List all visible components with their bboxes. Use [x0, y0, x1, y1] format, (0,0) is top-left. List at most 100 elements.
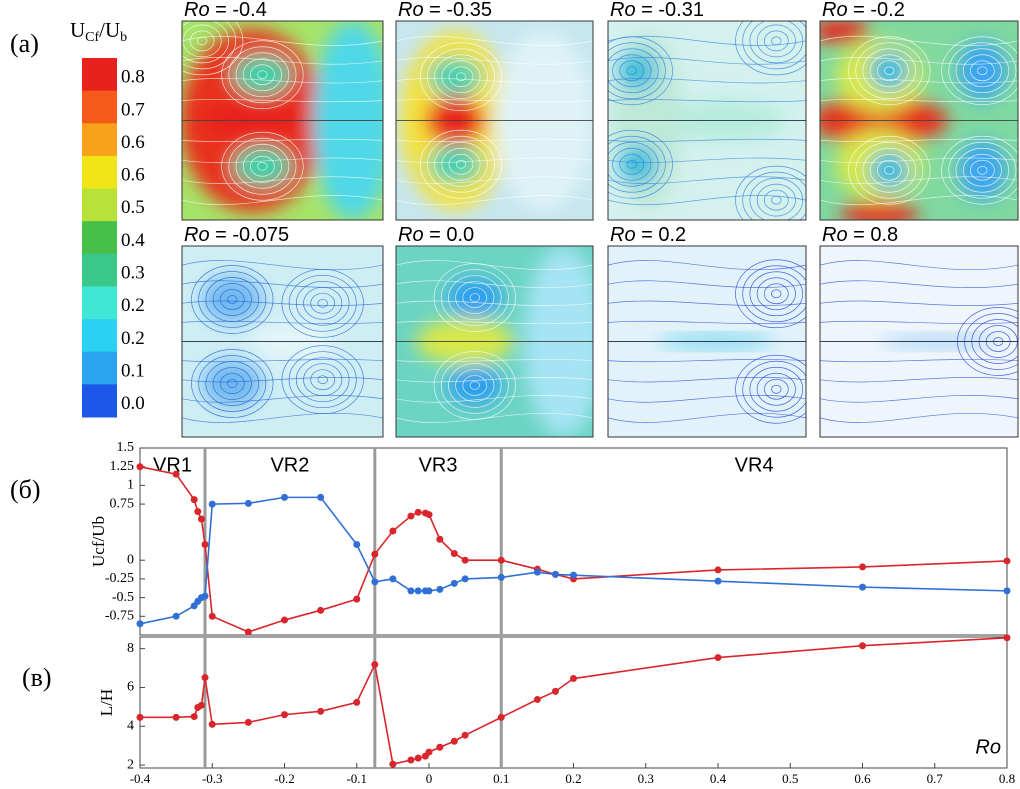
vortex-line — [427, 135, 495, 193]
vortex-line — [448, 363, 502, 408]
ro-value: = 0.2 — [636, 224, 687, 246]
x-tick-label: 0.1 — [493, 771, 509, 786]
data-point — [281, 711, 288, 719]
ro-symbol: Ro — [822, 0, 848, 21]
data-point — [1003, 634, 1011, 642]
vortex-line — [317, 298, 328, 308]
colorbar-title: UCf/Ub — [70, 18, 127, 45]
streamline — [820, 195, 1018, 206]
vortex-line — [970, 60, 995, 82]
vortex-line — [205, 277, 260, 322]
flow-blob — [447, 278, 503, 317]
streamline — [396, 320, 593, 324]
colorbar-tick-label: 0.3 — [121, 262, 145, 283]
vortex-line — [434, 141, 488, 187]
vortex-line — [212, 283, 252, 316]
data-point — [389, 575, 397, 583]
y-tick-label: 2 — [127, 757, 134, 772]
data-point — [136, 463, 144, 471]
panel-title: Ro = 0.0 — [398, 224, 474, 246]
vortex-line — [182, 24, 222, 58]
data-point — [1003, 557, 1011, 565]
streamline — [820, 138, 1018, 142]
data-point — [859, 563, 866, 571]
streamline — [396, 394, 593, 403]
vortex-line — [608, 129, 673, 199]
vortex-line — [771, 289, 782, 299]
data-point — [281, 616, 288, 624]
panel-title: Ro = -0.2 — [822, 0, 905, 21]
colorbar-tick-label: 0.2 — [121, 295, 145, 316]
streamline — [182, 377, 383, 383]
streamline — [396, 138, 593, 142]
colorbar-tick-label: 0.2 — [121, 328, 145, 349]
vortex-line — [876, 60, 902, 82]
data-point — [317, 707, 325, 715]
vortex-line — [257, 161, 268, 171]
y-tick-label: 4 — [127, 718, 134, 733]
data-point — [201, 540, 209, 548]
vortex-line — [235, 143, 290, 189]
streamline — [820, 300, 1018, 306]
data-point — [436, 743, 444, 751]
vortex-line — [735, 354, 806, 424]
vortex-line — [855, 42, 924, 100]
series-line — [139, 496, 1008, 625]
vortex-line — [310, 369, 336, 391]
vortex-line — [242, 58, 282, 92]
data-point — [353, 540, 361, 548]
vortex-line — [735, 165, 806, 220]
data-point — [407, 512, 415, 520]
vortex-line — [182, 21, 237, 70]
y-axis-label: Ucf/Ub — [89, 516, 108, 567]
vortex-line — [756, 24, 796, 58]
vortex-line — [941, 135, 1018, 205]
streamline — [608, 56, 806, 65]
data-point — [533, 568, 541, 576]
data-point — [533, 695, 541, 703]
y-tick-label: 1.5 — [117, 440, 135, 455]
x-tick-label: -0.3 — [202, 771, 223, 786]
data-point — [450, 579, 458, 587]
vortex-line — [608, 141, 659, 187]
streamline — [608, 99, 806, 103]
vortex-line — [295, 357, 350, 403]
flow-field — [182, 246, 383, 437]
vortex-line — [763, 378, 789, 400]
vortex-line — [962, 153, 1002, 187]
y-tick-label: 8 — [127, 641, 134, 656]
vortex-line — [198, 271, 267, 328]
data-point — [244, 499, 252, 507]
vortex-line — [303, 363, 343, 397]
vortex-line — [619, 153, 645, 175]
vortex-line — [749, 271, 804, 317]
flow-panel: Ro = -0.31 — [607, 0, 807, 221]
vortex-line — [884, 165, 895, 175]
vortex-line — [434, 54, 488, 100]
flow-panel: Ro = -0.4 — [181, 0, 384, 221]
vortex-line — [948, 141, 1017, 199]
vortex-line — [419, 42, 503, 112]
data-point — [1003, 587, 1011, 595]
ro-symbol: Ro — [184, 0, 210, 21]
vortex-line — [317, 375, 328, 385]
vortex-line — [419, 129, 503, 199]
vortex-line — [219, 289, 245, 310]
vortex-line — [608, 135, 666, 193]
colorbar-band — [82, 90, 117, 124]
data-point — [201, 674, 209, 682]
flow-blob — [958, 40, 1007, 101]
flow-blob — [617, 50, 658, 91]
streamline — [820, 280, 1018, 289]
streamline — [182, 359, 383, 363]
colorbar-band — [82, 319, 117, 353]
x-tick-label: 0 — [426, 771, 433, 786]
vortex-line — [941, 36, 1018, 106]
streamline — [608, 394, 806, 403]
colorbar-tick-label: 0.4 — [121, 230, 145, 251]
data-point — [425, 587, 433, 595]
vortex-line — [462, 287, 488, 308]
vortex-line — [182, 21, 244, 76]
data-point — [208, 612, 216, 620]
